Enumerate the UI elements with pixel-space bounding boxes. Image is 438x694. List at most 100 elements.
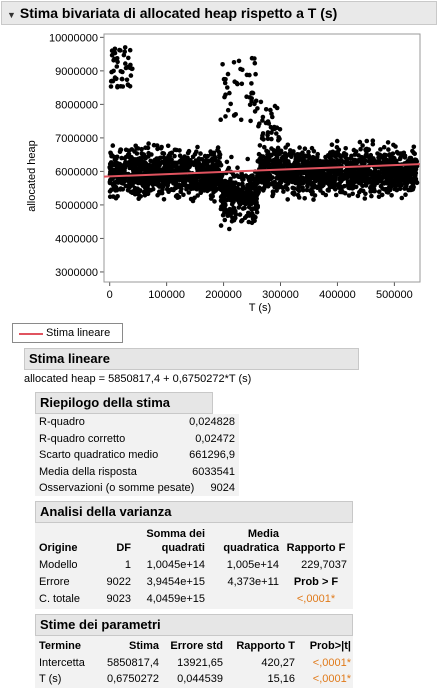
scatter-point	[226, 179, 231, 185]
scatter-point	[108, 79, 114, 84]
scatter-point	[275, 182, 281, 187]
scatter-point	[249, 195, 254, 201]
scatter-point	[289, 154, 294, 160]
scatter-point	[268, 107, 273, 113]
scatter-point	[245, 195, 250, 201]
scatter-point	[233, 112, 238, 117]
scatter-point	[369, 171, 375, 176]
scatter-point	[139, 146, 144, 152]
params-header[interactable]: Stime dei parametri	[35, 614, 353, 636]
scatter-point	[219, 178, 225, 184]
scatter-point	[139, 167, 145, 172]
scatter-point	[333, 192, 339, 198]
scatter-point	[133, 165, 138, 171]
scatter-point	[220, 62, 225, 67]
scatter-point	[221, 188, 226, 194]
scatter-point	[238, 117, 244, 123]
report-title[interactable]: ▼ Stima bivariata di allocated heap rispe…	[1, 1, 437, 25]
scatter-point	[350, 191, 356, 197]
scatter-point	[307, 173, 313, 179]
scatter-point	[205, 153, 210, 159]
scatter-point	[130, 158, 136, 163]
x-tick-label: 0	[107, 289, 113, 301]
scatter-point	[379, 166, 385, 172]
scatter-point	[325, 153, 331, 158]
scatter-point	[249, 90, 254, 96]
scatter-point	[306, 149, 311, 155]
scatter-point	[235, 165, 240, 170]
summary-header[interactable]: Riepilogo della stima	[35, 392, 213, 414]
summary-value: 6033541	[192, 466, 235, 478]
y-tick-label: 3000000	[55, 267, 98, 279]
scatter-point	[413, 176, 419, 182]
linear-fit-header[interactable]: Stima lineare	[24, 348, 359, 370]
scatter-point	[263, 107, 269, 112]
anova-ss: 4,0459e+15	[146, 593, 205, 605]
anova-col-ms-line1: Media	[247, 528, 279, 540]
summary-value: 661296,9	[189, 449, 235, 461]
scatter-point	[412, 157, 418, 162]
scatter-point	[338, 189, 343, 195]
scatter-point	[285, 142, 291, 148]
scatter-point	[225, 85, 230, 90]
scatter-point	[212, 199, 217, 204]
scatter-point	[240, 218, 245, 223]
scatter-point	[299, 169, 304, 175]
scatter-point	[274, 105, 280, 111]
scatter-point	[127, 47, 133, 53]
scatter-point	[404, 180, 409, 186]
params-p: <,0001*	[312, 673, 351, 685]
scatter-point	[188, 158, 193, 163]
scatter-point	[281, 189, 286, 194]
scatter-point	[163, 176, 168, 181]
scatter-point	[119, 76, 125, 82]
scatter-point	[161, 197, 167, 202]
params-col-t: Rapporto T	[236, 640, 295, 652]
scatter-point	[198, 163, 204, 169]
scatter-point	[255, 191, 261, 196]
y-axis: 3000000 4000000 5000000 6000000 7000000 80000…	[49, 32, 104, 279]
scatter-point	[246, 210, 251, 216]
scatter-point	[191, 162, 197, 168]
params-estimate: 5850817,4	[107, 657, 159, 669]
params-term: Intercetta	[39, 657, 85, 669]
scatter-point	[288, 172, 293, 178]
scatter-point	[239, 81, 245, 87]
scatter-point	[107, 165, 113, 171]
scatter-point	[130, 183, 135, 188]
scatter-point	[270, 114, 275, 120]
params-t: 15,16	[267, 673, 295, 685]
scatter-point	[299, 157, 304, 163]
scatter-point	[274, 125, 280, 130]
scatter-point	[135, 179, 140, 185]
scatter-point	[231, 60, 237, 65]
scatter-point	[244, 189, 249, 195]
summary-label: Media della risposta	[39, 466, 137, 478]
scatter-point	[249, 220, 255, 226]
scatter-point	[262, 144, 267, 150]
scatter-point	[111, 58, 116, 63]
scatter-point	[280, 164, 285, 169]
scatter-point	[115, 178, 120, 183]
scatter-point	[359, 154, 365, 160]
scatter-point	[248, 189, 254, 195]
scatter-point	[142, 189, 148, 194]
scatter-point	[300, 188, 306, 193]
params-col-term: Termine	[39, 640, 81, 652]
scatter-point	[229, 181, 235, 187]
scatter-point	[403, 192, 408, 197]
scatter-point	[212, 179, 218, 184]
collapse-triangle-icon[interactable]: ▼	[7, 10, 16, 20]
scatter-point	[357, 139, 363, 145]
scatter-point	[240, 183, 246, 189]
scatter-point	[391, 182, 396, 188]
scatter-point	[376, 171, 382, 176]
scatter-point	[296, 182, 302, 187]
scatter-point	[223, 114, 228, 119]
scatter-point	[244, 94, 249, 99]
scatter-point	[381, 144, 387, 150]
anova-header[interactable]: Analisi della varianza	[35, 501, 353, 523]
scatter-point	[235, 185, 240, 191]
scatter-point	[209, 158, 215, 163]
scatter-point	[166, 153, 171, 159]
